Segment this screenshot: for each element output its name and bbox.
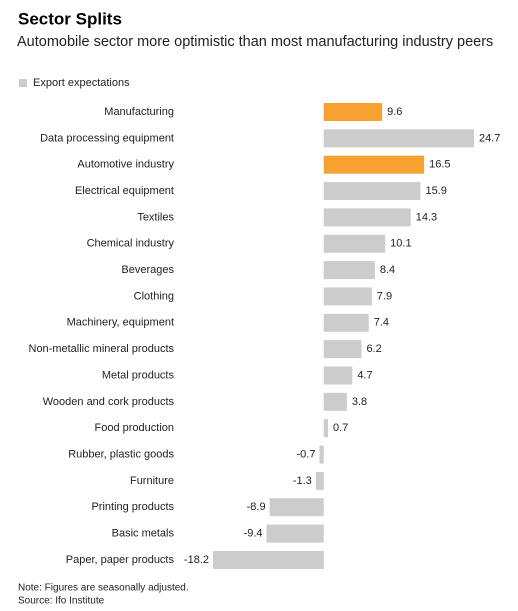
value-label: 15.9	[425, 185, 446, 197]
bar	[319, 445, 324, 464]
bar	[323, 155, 425, 174]
bar	[323, 287, 372, 306]
note: Note: Figures are seasonally adjusted.	[18, 583, 189, 594]
value-label: 6.2	[366, 343, 381, 355]
bar	[213, 550, 324, 569]
value-label: -18.2	[184, 554, 209, 566]
category-label: Textiles	[137, 211, 174, 223]
value-label: 8.4	[380, 264, 395, 276]
bar	[315, 471, 324, 490]
category-label: Furniture	[130, 475, 174, 487]
legend-swatch	[19, 79, 27, 87]
bar	[269, 498, 324, 517]
chart-subtitle: Automobile sector more optimistic than m…	[17, 34, 494, 50]
category-label: Clothing	[134, 290, 174, 302]
bar	[323, 392, 347, 411]
category-label: Chemical industry	[87, 238, 175, 250]
source: Source: Ifo Institute	[18, 596, 105, 607]
bar	[266, 524, 324, 543]
bar	[323, 313, 369, 332]
category-label: Automotive industry	[77, 159, 174, 171]
value-label: 10.1	[390, 238, 411, 250]
category-label: Printing products	[91, 501, 174, 513]
category-label: Metal products	[102, 369, 175, 381]
value-label: 9.6	[387, 106, 402, 118]
bar	[323, 366, 353, 385]
value-label: 0.7	[333, 422, 348, 434]
chart-title: Sector Splits	[18, 9, 122, 28]
value-label: -0.7	[296, 448, 315, 460]
value-label: -8.9	[247, 501, 266, 513]
bar	[323, 261, 375, 280]
category-label: Food production	[95, 422, 175, 434]
value-label: -1.3	[293, 475, 312, 487]
category-label: Rubber, plastic goods	[68, 448, 174, 460]
bar	[323, 419, 328, 438]
value-label: 7.4	[374, 317, 389, 329]
bar	[323, 129, 474, 148]
bar	[323, 340, 362, 359]
value-label: 7.9	[377, 290, 392, 302]
category-label: Data processing equipment	[40, 132, 174, 144]
category-label: Beverages	[121, 264, 174, 276]
category-label: Electrical equipment	[75, 185, 174, 197]
category-label: Non-metallic mineral products	[29, 343, 175, 355]
category-label: Paper, paper products	[66, 554, 175, 566]
category-label: Manufacturing	[104, 106, 174, 118]
value-label: -9.4	[244, 528, 263, 540]
value-label: 24.7	[479, 132, 500, 144]
bar	[323, 234, 386, 253]
bar	[323, 208, 411, 227]
subtitle-box: Automobile sector more optimistic than m…	[17, 34, 494, 50]
bar	[323, 103, 383, 121]
legend-label: Export expectations	[33, 77, 130, 89]
value-label: 3.8	[352, 396, 367, 408]
category-label: Basic metals	[112, 528, 175, 540]
category-label: Machinery, equipment	[67, 317, 174, 329]
value-label: 16.5	[429, 159, 450, 171]
value-label: 14.3	[416, 211, 437, 223]
category-label: Wooden and cork products	[43, 396, 175, 408]
bar	[323, 182, 421, 201]
value-label: 4.7	[357, 369, 372, 381]
